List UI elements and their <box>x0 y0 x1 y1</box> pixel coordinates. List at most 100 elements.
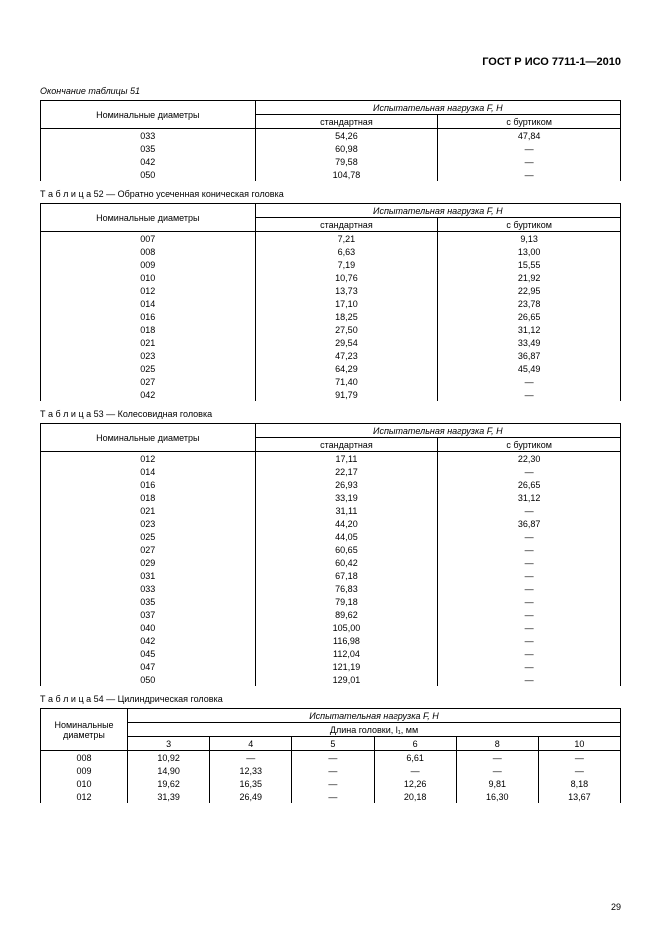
cell-diameter: 009 <box>41 258 256 271</box>
cell-collar: — <box>438 155 621 168</box>
th-test-load: Испытательная нагрузка F, Н <box>128 709 621 723</box>
cell-value: — <box>292 751 374 765</box>
cell-standard: 7,21 <box>255 232 438 246</box>
cell-diameter: 037 <box>41 608 256 621</box>
cell-value: 9,81 <box>456 777 538 790</box>
cell-diameter: 018 <box>41 323 256 336</box>
cell-standard: 60,65 <box>255 543 438 556</box>
th-collar: с буртиком <box>438 218 621 232</box>
cell-standard: 60,98 <box>255 142 438 155</box>
cell-value: 10,92 <box>128 751 210 765</box>
cell-value: — <box>538 764 620 777</box>
cell-collar: — <box>438 504 621 517</box>
th-length-col: 3 <box>128 737 210 751</box>
cell-standard: 44,05 <box>255 530 438 543</box>
table-51-end-caption: Окончание таблицы 51 <box>40 86 621 96</box>
cell-collar: — <box>438 608 621 621</box>
cell-standard: 6,63 <box>255 245 438 258</box>
cell-collar: 26,65 <box>438 310 621 323</box>
cell-collar: 47,84 <box>438 129 621 143</box>
table-52-title: Т а б л и ц а 52 — Обратно усеченная кон… <box>40 189 621 199</box>
cell-standard: 44,20 <box>255 517 438 530</box>
cell-diameter: 025 <box>41 530 256 543</box>
cell-standard: 60,42 <box>255 556 438 569</box>
cell-diameter: 035 <box>41 142 256 155</box>
th-standard: стандартная <box>255 115 438 129</box>
table-51: Номинальные диаметры Испытательная нагру… <box>40 100 621 181</box>
cell-diameter: 033 <box>41 582 256 595</box>
cell-collar: 22,30 <box>438 452 621 466</box>
cell-value: 8,18 <box>538 777 620 790</box>
cell-value: 12,26 <box>374 777 456 790</box>
cell-standard: 17,11 <box>255 452 438 466</box>
cell-collar: — <box>438 168 621 181</box>
cell-collar: — <box>438 556 621 569</box>
cell-collar: 21,92 <box>438 271 621 284</box>
cell-collar: — <box>438 375 621 388</box>
cell-standard: 22,17 <box>255 465 438 478</box>
th-test-load: Испытательная нагрузка F, Н <box>255 204 620 218</box>
cell-value: — <box>456 764 538 777</box>
cell-diameter: 018 <box>41 491 256 504</box>
table-52: Номинальные диаметры Испытательная нагру… <box>40 203 621 401</box>
cell-collar: 36,87 <box>438 517 621 530</box>
cell-diameter: 014 <box>41 297 256 310</box>
cell-collar: — <box>438 647 621 660</box>
cell-diameter: 047 <box>41 660 256 673</box>
cell-standard: 33,19 <box>255 491 438 504</box>
cell-diameter: 050 <box>41 168 256 181</box>
th-length-col: 8 <box>456 737 538 751</box>
cell-diameter: 016 <box>41 478 256 491</box>
cell-collar: — <box>438 530 621 543</box>
cell-diameter: 009 <box>41 764 128 777</box>
th-length-col: 6 <box>374 737 456 751</box>
cell-standard: 17,10 <box>255 297 438 310</box>
cell-diameter: 033 <box>41 129 256 143</box>
cell-diameter: 012 <box>41 790 128 803</box>
cell-diameter: 012 <box>41 452 256 466</box>
cell-collar: 23,78 <box>438 297 621 310</box>
th-length-col: 5 <box>292 737 374 751</box>
cell-value: 14,90 <box>128 764 210 777</box>
table-53: Номинальные диаметры Испытательная нагру… <box>40 423 621 686</box>
cell-standard: 121,19 <box>255 660 438 673</box>
cell-value: 16,30 <box>456 790 538 803</box>
cell-collar: 31,12 <box>438 323 621 336</box>
cell-standard: 71,40 <box>255 375 438 388</box>
cell-value: 19,62 <box>128 777 210 790</box>
cell-collar: — <box>438 465 621 478</box>
cell-diameter: 023 <box>41 517 256 530</box>
cell-value: 6,61 <box>374 751 456 765</box>
cell-standard: 76,83 <box>255 582 438 595</box>
th-head-length: Длина головки, l₁, мм <box>128 723 621 737</box>
page: ГОСТ Р ИСО 7711-1—2010 Окончание таблицы… <box>0 0 661 936</box>
cell-value: 31,39 <box>128 790 210 803</box>
cell-collar: — <box>438 660 621 673</box>
cell-standard: 112,04 <box>255 647 438 660</box>
cell-standard: 27,50 <box>255 323 438 336</box>
table-54-title: Т а б л и ц а 54 — Цилиндрическая головк… <box>40 694 621 704</box>
cell-value: — <box>210 751 292 765</box>
cell-diameter: 012 <box>41 284 256 297</box>
cell-value: — <box>292 790 374 803</box>
cell-diameter: 035 <box>41 595 256 608</box>
cell-diameter: 042 <box>41 634 256 647</box>
cell-collar: — <box>438 388 621 401</box>
cell-collar: 45,49 <box>438 362 621 375</box>
cell-collar: — <box>438 621 621 634</box>
th-length-col: 4 <box>210 737 292 751</box>
cell-standard: 129,01 <box>255 673 438 686</box>
cell-collar: 13,00 <box>438 245 621 258</box>
cell-standard: 29,54 <box>255 336 438 349</box>
cell-diameter: 045 <box>41 647 256 660</box>
cell-diameter: 042 <box>41 388 256 401</box>
cell-standard: 26,93 <box>255 478 438 491</box>
cell-collar: — <box>438 543 621 556</box>
th-nominal-diameters: Номинальные диаметры <box>41 204 256 232</box>
cell-diameter: 021 <box>41 336 256 349</box>
cell-value: 20,18 <box>374 790 456 803</box>
th-test-load: Испытательная нагрузка F, Н <box>255 101 620 115</box>
cell-collar: 31,12 <box>438 491 621 504</box>
cell-standard: 105,00 <box>255 621 438 634</box>
th-nominal-diameters: Номинальные диаметры <box>41 101 256 129</box>
